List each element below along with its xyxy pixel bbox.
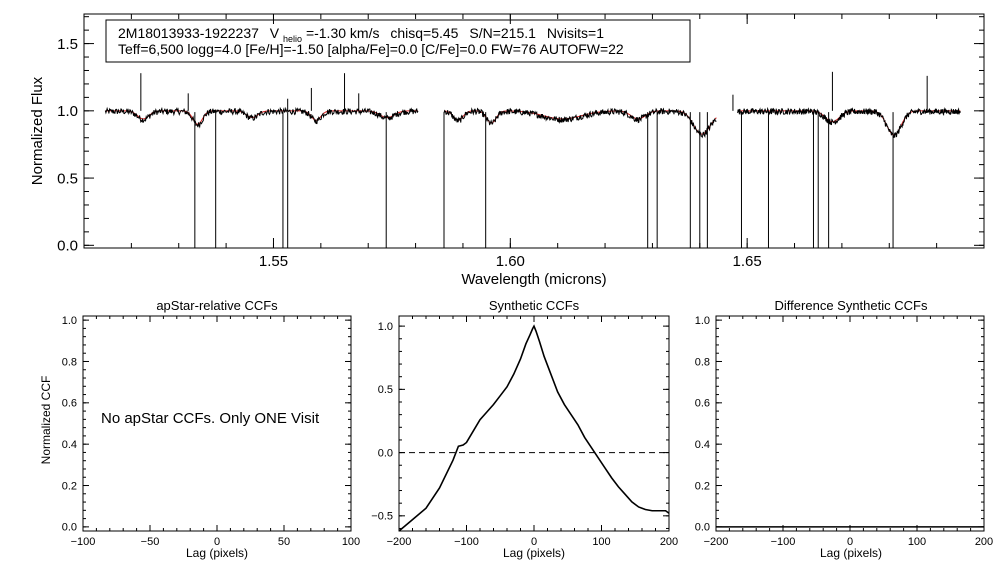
synthetic-ccf-title: Synthetic CCFs: [489, 298, 580, 313]
difference-ccf-x-tick-label: 0: [847, 536, 853, 548]
apstar-ccf-x-tick-label: −100: [71, 536, 96, 548]
synthetic-ccf-x-tick-label: 100: [592, 536, 610, 548]
difference-ccf-x-axis-label: Lag (pixels): [820, 546, 882, 560]
apstar-ccf-y-tick-label: 0.6: [62, 398, 77, 410]
synthetic-ccf-y-tick-label: −0.5: [371, 511, 393, 523]
spectrum-y-tick-label: 1.5: [57, 36, 78, 53]
spectrum-y-tick-label: 0.0: [57, 238, 78, 255]
apstar-ccf-y-tick-label: 0.0: [62, 522, 77, 534]
difference-ccf-plot-frame: [715, 315, 985, 532]
spectrum-header-line1: 2M18013933-1922237 V helio =-1.30 km/s c…: [118, 25, 604, 45]
apstar-ccf-x-tick-label: 0: [214, 536, 220, 548]
synthetic-ccf-x-tick-label: 200: [660, 536, 678, 548]
apstar-ccf-y-tick-label: 0.4: [62, 439, 77, 451]
spectrum-x-axis-label: Wavelength (microns): [461, 271, 606, 288]
spectrum-y-tick-label: 0.5: [57, 170, 78, 187]
apstar-ccf-x-tick-label: 100: [342, 536, 360, 548]
vhelio-subscript: helio: [283, 34, 302, 44]
spectrum-x-tick-label: 1.65: [733, 253, 762, 270]
difference-ccf-y-tick-label: 0.2: [695, 480, 710, 492]
observed-spectrum-line-chip-3: [737, 106, 961, 139]
apstar-ccf-y-tick-label: 1.0: [62, 315, 77, 327]
difference-ccf-y-tick-label: 0.8: [695, 356, 710, 368]
vhelio-value: =-1.30 km/s: [306, 25, 380, 41]
observed-spectrum-line-chip-2: [443, 107, 717, 139]
spectrum-plot-frame: [83, 13, 985, 249]
spectrum-x-tick-label: 1.60: [496, 253, 525, 270]
difference-ccf-y-tick-label: 0.6: [695, 398, 710, 410]
spectrum-y-ticks: 1.55 1.60 1.65 0.0 0.5 1.0 1.5: [57, 14, 985, 270]
apstar-ccf-annotation: No apStar CCFs. Only ONE Visit: [101, 410, 320, 427]
apstar-ccf-x-tick-label: 50: [278, 536, 290, 548]
apstar-ccf-x-tick-label: −50: [141, 536, 160, 548]
spectrum-panel: 1.55 1.60 1.65 0.0 0.5 1.0 1.5 2M18013933-1922…: [29, 13, 985, 288]
synthetic-ccf-series-line-1: [398, 324, 670, 532]
synthetic-ccf-x-tick-label: −200: [387, 536, 412, 548]
observed-spectrum-line-chip-1: [104, 106, 419, 129]
synthetic-ccf-y-tick-label: 0.0: [378, 447, 393, 459]
difference-ccf-x-tick-label: −100: [771, 536, 796, 548]
apstar-ccf-x-axis-label: Lag (pixels): [186, 546, 248, 560]
snr-value: S/N=215.1: [469, 25, 536, 41]
difference-ccf-y-tick-label: 1.0: [695, 315, 710, 327]
spectrum-header-line2: Teff=6,500 logg=4.0 [Fe/H]=-1.50 [alpha/…: [118, 41, 624, 57]
synthetic-ccf-panel: Synthetic CCFs −200 −100 0 100 200 −0.5 0.0 0.5…: [371, 298, 678, 560]
synthetic-ccf-ticks: −200 −100 0 100 200 −0.5 0.0 0.5 1.0: [371, 316, 678, 548]
synthetic-ccf-x-tick-label: −100: [454, 536, 479, 548]
apstar-ccf-y-tick-label: 0.8: [62, 356, 77, 368]
synthetic-ccf-y-tick-label: 0.5: [378, 384, 393, 396]
difference-ccf-ticks: −200 −100 0 100 200 0.0 0.2 0.4 0.6 0.8 1.0: [695, 315, 993, 548]
difference-ccf-y-tick-label: 0.0: [695, 522, 710, 534]
spectrum-lines: [104, 71, 961, 248]
vhelio-label: V: [270, 25, 280, 41]
star-id: 2M18013933-1922237: [118, 25, 259, 41]
spectrum-x-tick-label: 1.55: [259, 253, 288, 270]
chisq-value: chisq=5.45: [390, 25, 458, 41]
synthetic-ccf-lines: [398, 324, 670, 532]
spectrum-y-tick-label: 1.0: [57, 103, 78, 120]
difference-ccf-x-tick-label: −200: [704, 536, 729, 548]
apstar-ccf-ticks: −100 −50 0 50 100 0.0 0.2 0.4 0.6 0.8 1.0: [62, 315, 360, 548]
synthetic-ccf-y-tick-label: 1.0: [378, 321, 393, 333]
spectrum-y-axis-label: Normalized Flux: [29, 76, 46, 185]
apstar-ccf-y-tick-label: 0.2: [62, 480, 77, 492]
apstar-ccf-panel: apStar-relative CCFs −100 −50 0 50 100 0.0 0.2…: [39, 298, 360, 560]
difference-ccf-x-tick-label: 100: [908, 536, 926, 548]
synthetic-ccf-x-axis-label: Lag (pixels): [503, 546, 565, 560]
apstar-ccf-title: apStar-relative CCFs: [156, 298, 278, 313]
difference-ccf-title: Difference Synthetic CCFs: [775, 298, 928, 313]
spectrum-header-box: [105, 19, 691, 63]
apstar-ccf-y-axis-label: Normalized CCF: [39, 376, 53, 465]
synthetic-ccf-x-tick-label: 0: [531, 536, 537, 548]
nvisits-value: Nvisits=1: [547, 25, 604, 41]
difference-ccf-x-tick-label: 200: [975, 536, 993, 548]
difference-ccf-y-tick-label: 0.4: [695, 439, 710, 451]
difference-ccf-panel: Difference Synthetic CCFs −200 −100 0 100 20…: [695, 298, 993, 560]
